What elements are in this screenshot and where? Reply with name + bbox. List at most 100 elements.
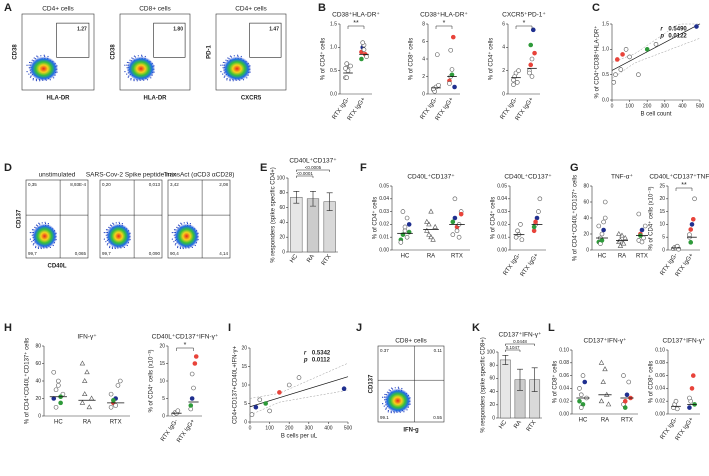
flow-event <box>47 223 49 225</box>
data-point <box>518 222 523 227</box>
flow-event <box>109 246 111 249</box>
data-point <box>404 215 410 221</box>
data-point <box>432 223 438 229</box>
quadrant-value: 8,93E-4 <box>70 182 86 187</box>
sig-bracket <box>176 347 194 351</box>
data-point <box>193 354 199 359</box>
y-tick-label: 60 <box>279 205 285 211</box>
panel-title: TNF-α⁺ <box>611 174 634 181</box>
data-point <box>618 67 624 72</box>
flow-event <box>128 75 130 77</box>
data-point <box>519 237 525 243</box>
comparison-bracket <box>505 349 521 352</box>
panel-title: unstimulated <box>39 172 76 179</box>
data-point <box>424 218 430 224</box>
flow-event <box>47 55 49 58</box>
x-axis-label: CXCR5 <box>241 96 262 102</box>
x-tick-label: 500 <box>344 425 353 431</box>
y-axis-label: CD38 <box>111 44 117 60</box>
flow-frame <box>215 13 287 91</box>
quadrant-value: 99.1 <box>380 415 389 420</box>
data-point <box>108 404 114 410</box>
panel-title: CD8+ cells <box>395 338 427 345</box>
gate-value: 1.47 <box>269 27 279 33</box>
y-tick-label: 0.04 <box>379 196 389 202</box>
data-point <box>189 371 195 377</box>
data-point <box>51 369 57 375</box>
data-point <box>428 234 434 240</box>
flow-event <box>177 246 179 249</box>
y-tick-label: 1.0 <box>330 45 337 51</box>
data-point <box>639 239 645 245</box>
flow-event <box>121 223 123 225</box>
x-tick-label: 500 <box>696 103 705 109</box>
x-tick-label: RTX <box>451 254 463 260</box>
flow-event <box>134 56 137 58</box>
data-point <box>402 224 408 230</box>
y-tick-label: 0 <box>422 91 425 97</box>
x-tick-label: 200 <box>643 103 652 109</box>
data-point <box>690 216 696 222</box>
flow-event <box>401 387 403 390</box>
flow-event <box>174 244 176 246</box>
flow-event <box>103 238 105 240</box>
flow-event <box>113 223 115 225</box>
y-tick-label: 60 <box>35 361 41 367</box>
flow-event <box>37 56 39 58</box>
flow-event <box>383 396 386 398</box>
data-point <box>620 240 627 246</box>
y-tick-label: 0 <box>38 413 41 419</box>
data-point <box>113 403 118 408</box>
flow-event <box>390 412 392 414</box>
y-axis-label: % of CD4⁺ cells <box>488 38 495 81</box>
flow-event <box>173 231 175 234</box>
data-point <box>253 404 259 410</box>
data-point <box>191 385 196 391</box>
y-tick-label: 1.0 <box>602 47 609 53</box>
x-axis-label: B cell count <box>640 112 671 118</box>
quadrant-value: 90,4 <box>170 251 179 256</box>
flow-event <box>33 57 35 59</box>
data-point <box>514 80 520 85</box>
flow-frame <box>99 179 163 259</box>
stat-name: r <box>660 27 663 33</box>
data-point <box>580 373 586 378</box>
data-point <box>359 56 364 62</box>
x-tick-label: RA <box>306 254 316 264</box>
stat-value: 0.5342 <box>312 351 331 357</box>
flow-event <box>226 78 228 80</box>
data-point <box>450 34 456 40</box>
y-tick-label: 0.5 <box>602 72 609 78</box>
data-point <box>531 224 537 230</box>
data-point <box>605 401 612 407</box>
sig-label: ** <box>681 182 687 189</box>
panel-title: CD40L⁺CD137⁺ <box>407 174 455 181</box>
y-tick-label: 0.00 <box>655 411 665 417</box>
data-point <box>341 386 347 392</box>
flow-frame <box>167 179 231 259</box>
sig-label: * <box>184 342 187 349</box>
x-tick-label: 300 <box>661 103 670 109</box>
y-tick-label: 0.02 <box>655 399 665 405</box>
y-tick-label: 0.10 <box>655 347 665 353</box>
flow-event <box>37 247 40 249</box>
y-tick-label: 10 <box>659 222 665 228</box>
flow-frame <box>25 179 89 259</box>
data-point <box>343 66 348 71</box>
panel-title: TransAct (αCD3 αCD28) <box>164 172 235 179</box>
flow-event <box>385 407 387 409</box>
x-tick-label: 0 <box>249 425 252 431</box>
flow-event <box>233 55 235 57</box>
error-bar <box>293 191 300 204</box>
y-tick-label: 2 <box>422 74 425 80</box>
flow-event <box>171 231 173 234</box>
y-tick-label: 80 <box>489 363 495 369</box>
data-point <box>428 208 434 214</box>
y-axis-label: % of CD8⁺ cells <box>408 38 415 81</box>
y-tick-label: 20 <box>279 235 285 241</box>
data-point <box>533 219 538 225</box>
flow-event <box>32 79 34 81</box>
error-bar <box>531 367 538 392</box>
data-point <box>611 79 617 85</box>
x-tick-label: RA <box>601 418 609 424</box>
